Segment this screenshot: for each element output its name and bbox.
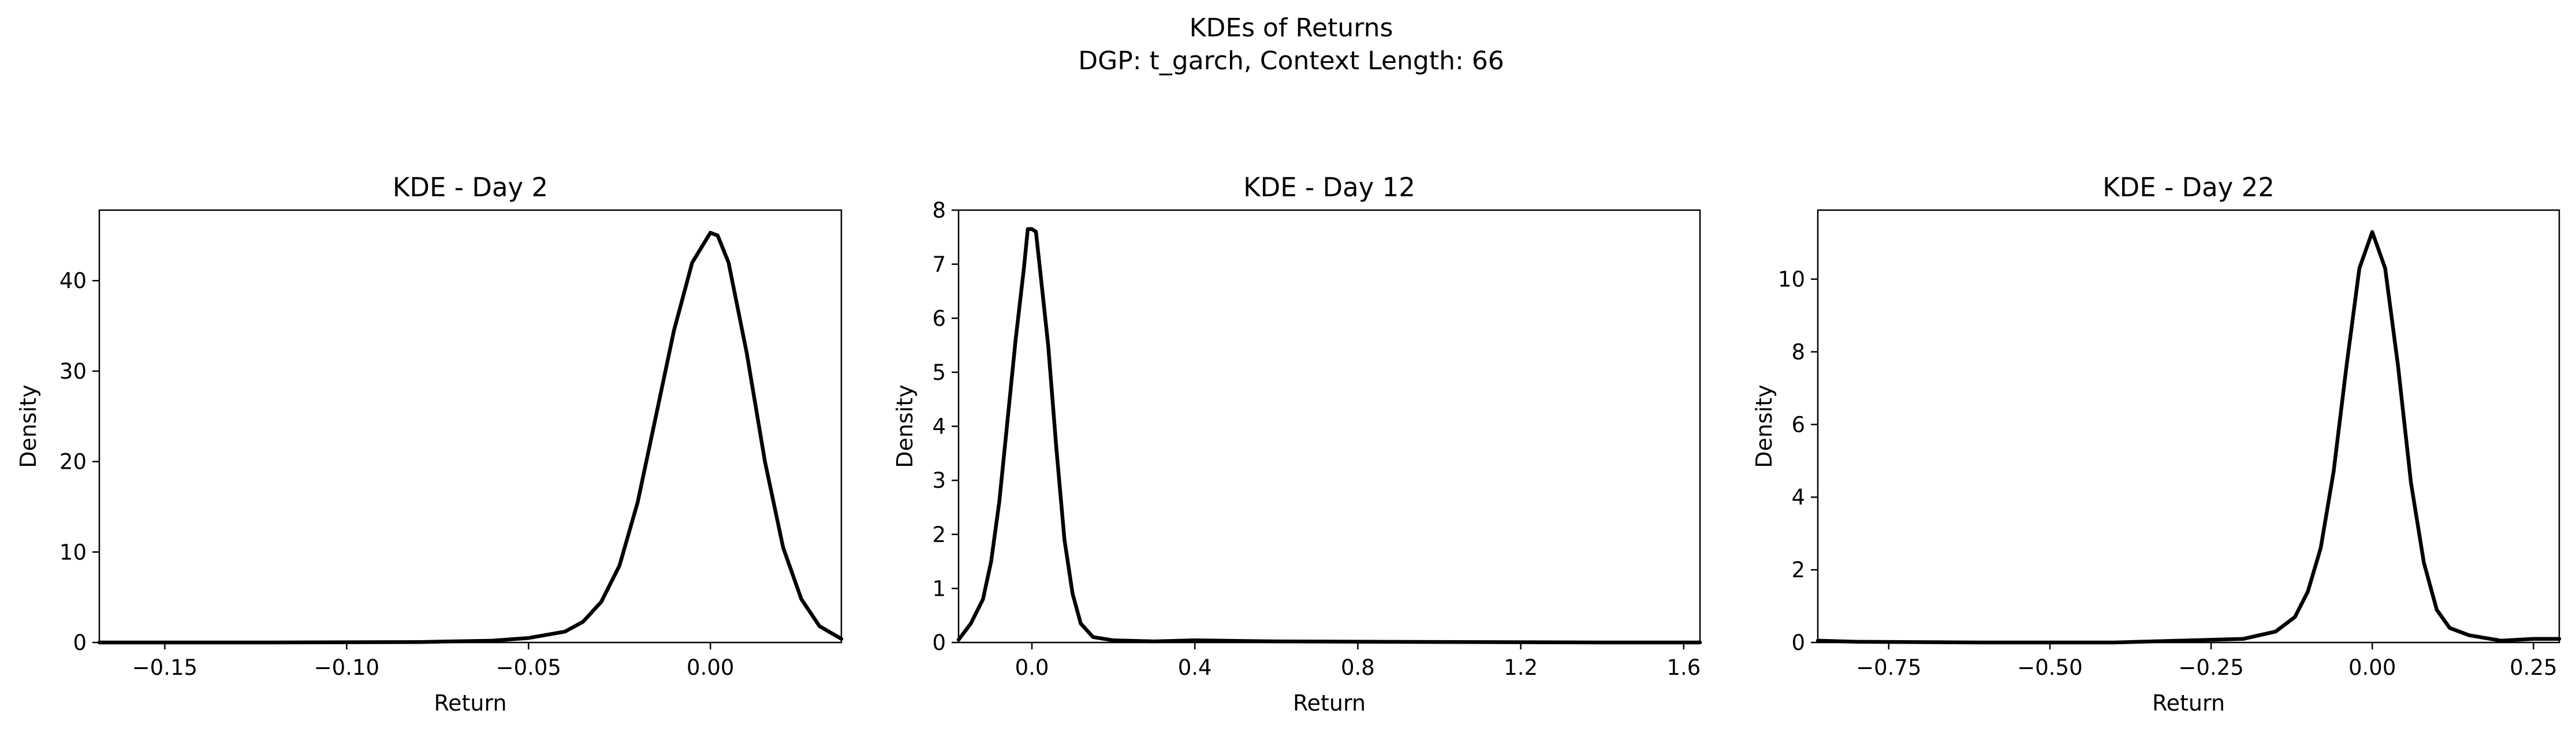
x-tick-label: −0.15 — [132, 655, 197, 680]
y-tick-label: 4 — [932, 414, 946, 439]
x-axis-label: Return — [1293, 690, 1366, 716]
y-tick-label: 7 — [932, 252, 946, 277]
y-tick-label: 6 — [1791, 412, 1805, 437]
y-tick-label: 40 — [59, 268, 87, 293]
x-tick-label: −0.50 — [2017, 655, 2082, 680]
y-tick-label: 8 — [932, 198, 946, 223]
suptitle-line-1: KDEs of Returns — [1190, 13, 1393, 43]
y-tick-label: 2 — [932, 522, 946, 547]
x-tick-label: −0.75 — [1856, 655, 1921, 680]
x-tick-label: 1.2 — [1504, 655, 1538, 680]
y-tick-label: 20 — [59, 450, 87, 475]
y-tick-label: 1 — [932, 576, 946, 601]
y-tick-label: 4 — [1791, 485, 1805, 510]
subplot-title: KDE - Day 12 — [1243, 172, 1415, 203]
axes-frame — [98, 209, 842, 644]
y-tick-label: 0 — [932, 630, 946, 655]
y-axis-label: Density — [1751, 384, 1777, 468]
x-tick-label: 0.00 — [2348, 655, 2396, 680]
x-tick-label: 0.4 — [1178, 655, 1212, 680]
x-tick-label: −0.05 — [496, 655, 561, 680]
x-axis-label: Return — [2152, 690, 2225, 716]
x-tick-label: −0.25 — [2178, 655, 2243, 680]
x-tick-label: 1.6 — [1667, 655, 1701, 680]
axes-frame — [1817, 209, 2560, 644]
subplot-day-12: 0.0 0.4 0.8 1.2 1.6 0 1 2 3 4 5 6 7 8 KDE - Day 12 Retu… — [892, 172, 1702, 716]
y-tick-label: 8 — [1791, 339, 1805, 364]
y-tick-label: 10 — [1778, 267, 1805, 292]
x-tick-label: 0.8 — [1341, 655, 1375, 680]
subplot-title: KDE - Day 22 — [2102, 172, 2275, 203]
y-tick-label: 2 — [1791, 558, 1805, 582]
y-tick-label: 0 — [73, 630, 87, 655]
x-tick-label: 0.25 — [2510, 655, 2557, 680]
x-axis-label: Return — [434, 690, 506, 716]
y-tick-label: 30 — [59, 359, 87, 384]
kde-line — [1815, 230, 2562, 645]
y-tick-label: 0 — [1791, 630, 1805, 655]
y-tick-label: 10 — [59, 540, 87, 565]
kde-line — [956, 227, 1702, 645]
y-tick-label: 6 — [932, 306, 946, 331]
x-tick-label: −0.10 — [314, 655, 379, 680]
y-axis-label: Density — [892, 384, 918, 468]
y-tick-label: 5 — [932, 360, 946, 385]
subplot-day-22: −0.75 −0.50 −0.25 0.00 0.25 0 2 4 6 8 10 KDE - Day … — [1751, 172, 2562, 716]
y-tick-label: 3 — [932, 468, 946, 493]
x-tick-label: 0.00 — [687, 655, 734, 680]
subplot-title: KDE - Day 2 — [393, 172, 548, 203]
kde-line — [97, 230, 844, 645]
x-tick-label: 0.0 — [1015, 655, 1049, 680]
subplot-day-2: −0.15 −0.10 −0.05 0.00 0 10 20 30 40 KDE - Day 2 R… — [16, 172, 844, 716]
suptitle-line-2: DGP: t_garch, Context Length: 66 — [1078, 46, 1504, 76]
y-axis-label: Density — [16, 384, 41, 468]
